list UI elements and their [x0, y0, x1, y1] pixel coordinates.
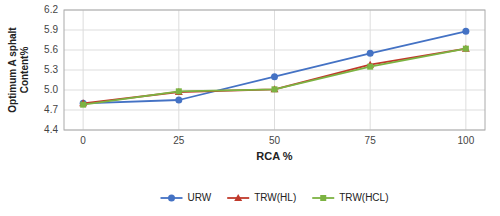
point — [462, 45, 470, 52]
x-grid-line — [83, 10, 84, 130]
x-tick-label: 50 — [269, 135, 281, 146]
series-line — [83, 31, 466, 103]
point — [463, 46, 469, 52]
series-line — [83, 49, 466, 104]
point — [367, 50, 374, 57]
point — [175, 88, 183, 95]
y-tick-label: 4.4 — [44, 124, 58, 135]
point — [80, 102, 86, 108]
x-tick-label: 100 — [458, 135, 475, 146]
series-group — [79, 28, 470, 108]
y-tick-label: 5.6 — [44, 44, 58, 55]
x-grid-line — [370, 10, 371, 130]
point — [271, 73, 278, 80]
x-tick-label: 75 — [365, 135, 377, 146]
legend-label: TRW(HCL) — [339, 192, 388, 203]
plot-frame — [64, 10, 485, 130]
y-tick-label: 6.2 — [44, 4, 58, 15]
axes: 4.4 4.7 5.0 5.3 5.6 5.9 6.2 0 25 50 75 100 — [44, 4, 485, 146]
legend-marker — [320, 195, 326, 201]
legend-label: URW — [188, 192, 212, 203]
legend-marker — [234, 194, 242, 201]
y-tick-label: 5.3 — [44, 64, 58, 75]
x-axis-label: RCA % — [256, 150, 292, 162]
legend-item: URW — [161, 192, 212, 203]
point — [367, 64, 373, 70]
point — [271, 85, 279, 92]
x-grid-line — [274, 10, 275, 130]
y-axis-label: Optimum A sphaltContent% — [7, 27, 30, 113]
legend: URW TRW(HL) TRW(HCL) — [161, 192, 389, 203]
chart: 4.4 4.7 5.0 5.3 5.6 5.9 6.2 0 25 50 75 100 RCA % Opti… — [0, 0, 500, 216]
legend-label: TRW(HL) — [254, 192, 296, 203]
legend-item: TRW(HL) — [227, 192, 296, 203]
legend-marker — [168, 195, 175, 202]
x-grid-line — [178, 10, 179, 130]
point — [176, 88, 182, 94]
grid — [64, 10, 485, 130]
y-tick-label: 4.7 — [44, 104, 58, 115]
x-tick-label: 25 — [173, 135, 185, 146]
point — [272, 86, 278, 92]
series-line — [83, 49, 466, 105]
y-tick-label: 5.9 — [44, 24, 58, 35]
point — [175, 97, 182, 104]
x-tick-label: 0 — [80, 135, 86, 146]
legend-item: TRW(HCL) — [312, 192, 388, 203]
point — [462, 28, 469, 35]
y-tick-label: 5.0 — [44, 84, 58, 95]
point — [80, 100, 87, 107]
